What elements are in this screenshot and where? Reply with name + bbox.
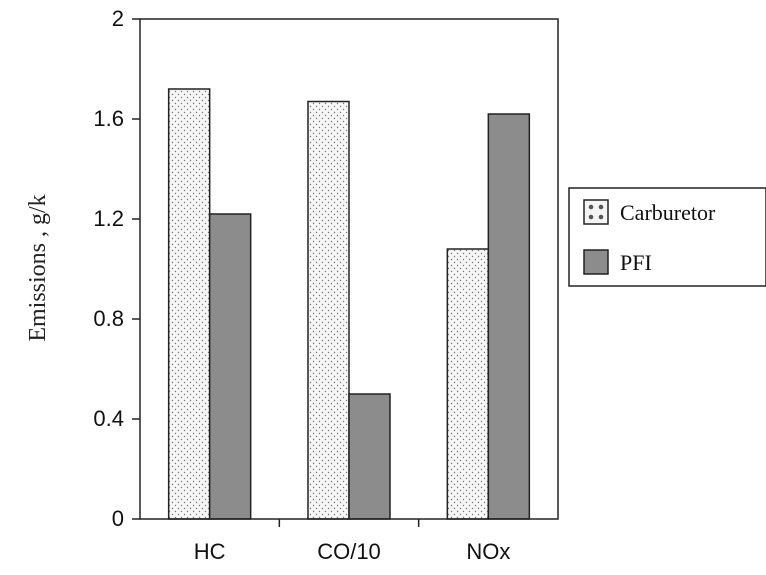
category-label: HC xyxy=(194,539,226,564)
bar-pfi-nox xyxy=(487,113,531,520)
legend-swatch-dot xyxy=(598,214,604,220)
y-tick-label: 0.8 xyxy=(93,306,124,331)
y-tick-label: 1.2 xyxy=(93,206,124,231)
y-tick-labels: 0 0.4 0.8 1.2 1.6 2 xyxy=(93,6,140,531)
category-label: CO/10 xyxy=(317,539,381,564)
y-tick-label: 1.6 xyxy=(93,106,124,131)
legend-swatch-carburetor xyxy=(583,199,609,225)
legend-label-pfi: PFI xyxy=(620,250,652,275)
category-label: NOx xyxy=(466,539,510,564)
plot-frame xyxy=(139,18,559,520)
bar-pfi-hc xyxy=(208,213,252,520)
y-axis-label: Emissions , g/k xyxy=(25,194,51,341)
category-labels: HC CO/10 NOx xyxy=(194,519,510,564)
legend-swatch-dot xyxy=(598,204,604,210)
bar-carburetor-co10 xyxy=(307,100,350,520)
y-tick-label: 0.4 xyxy=(93,406,124,431)
legend-swatch-dot xyxy=(588,204,594,210)
bars xyxy=(167,88,531,520)
bar-carburetor-nox xyxy=(446,248,490,520)
legend-label-carburetor: Carburetor xyxy=(620,200,716,225)
legend: Carburetor PFI xyxy=(568,187,766,287)
legend-swatch-pfi xyxy=(583,249,609,275)
y-tick-label: 0 xyxy=(112,506,124,531)
y-tick-label: 2 xyxy=(112,6,124,31)
bar-pfi-co10 xyxy=(348,393,391,520)
bar-carburetor-hc xyxy=(167,88,211,520)
legend-swatch-dot xyxy=(588,214,594,220)
